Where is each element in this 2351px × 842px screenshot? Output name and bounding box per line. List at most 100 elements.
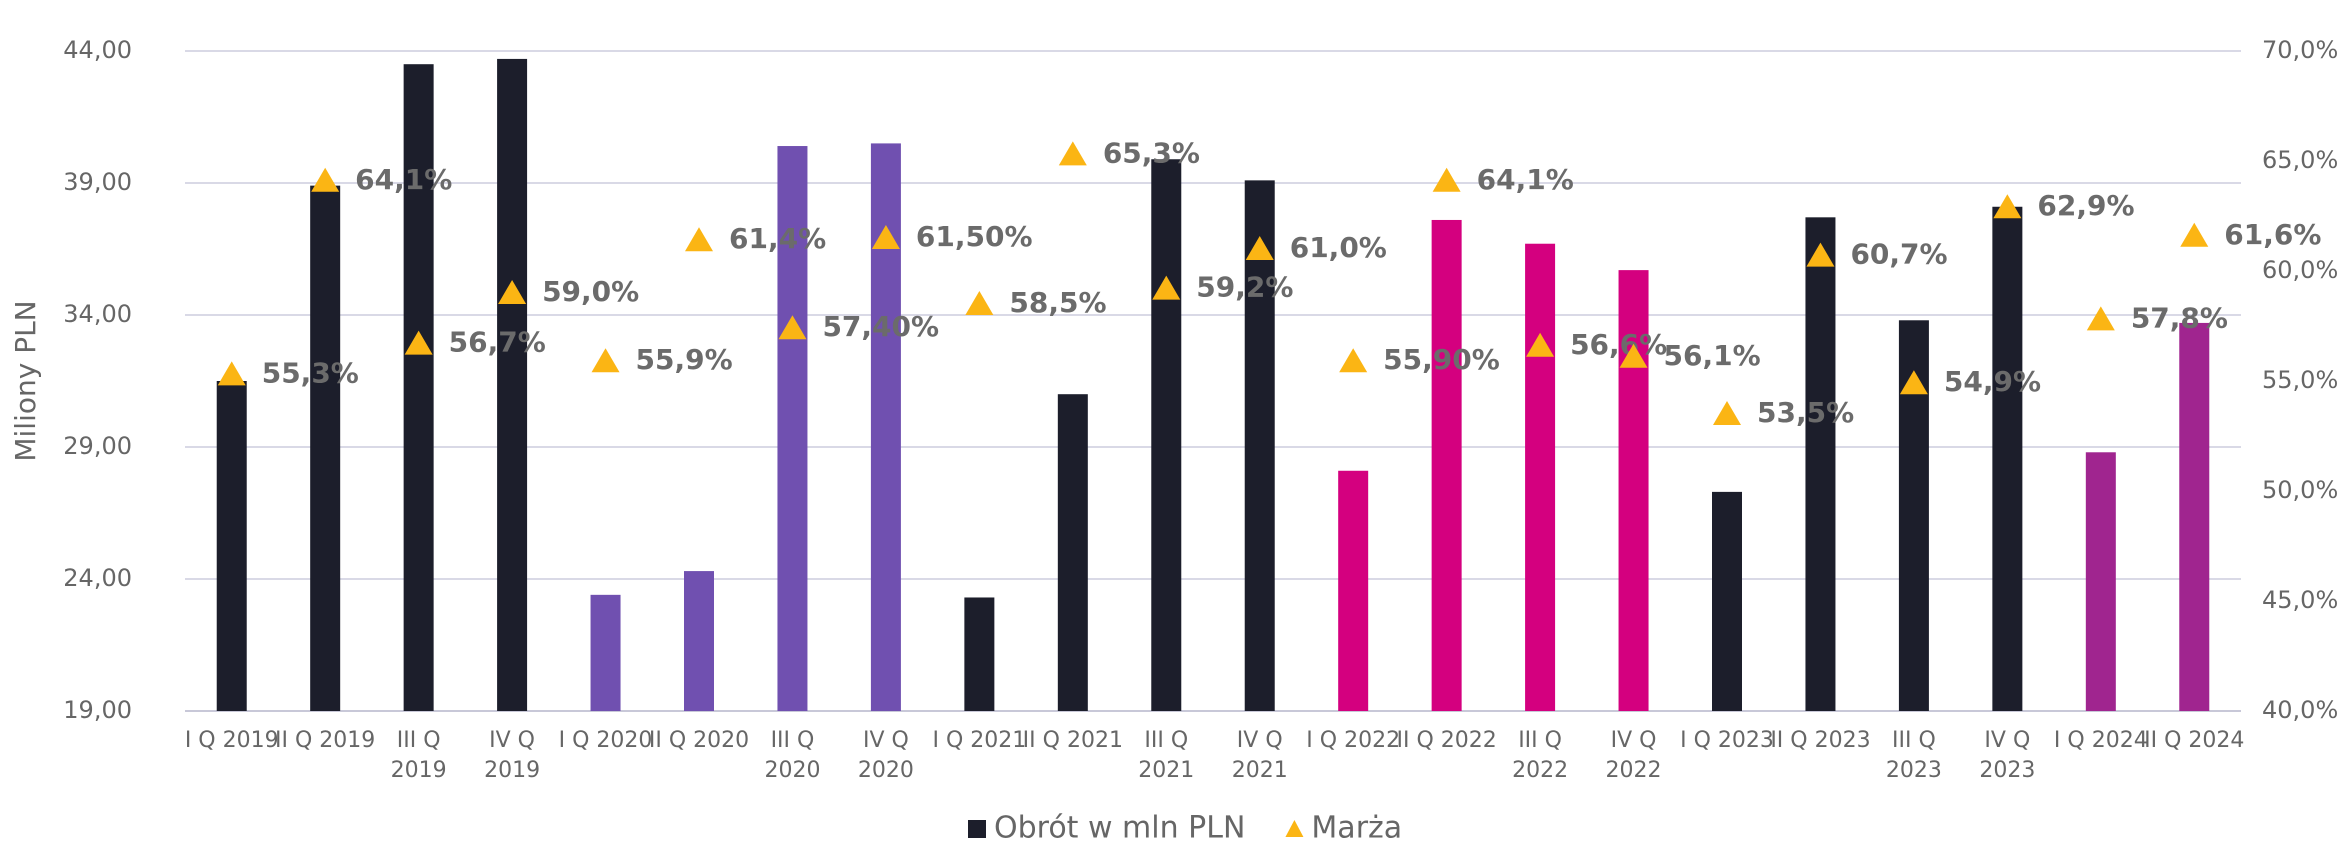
marker [404,330,433,355]
y2-tick-label: 40,0% [2262,696,2338,724]
bar [497,58,528,712]
x-tick-label: IV Q 2023 [1979,728,2036,783]
bar [964,597,995,711]
data-label: 55,3% [262,356,359,389]
data-label: 64,1% [355,163,452,196]
x-tick-label: III Q 2022 [1512,728,1569,783]
marker [778,315,807,340]
bar [1431,219,1462,711]
bar [1805,217,1836,711]
y2-tick-label: 55,0% [2262,366,2338,394]
x-tick-label: II Q 2024 [2144,728,2245,753]
x-tick-label: IV Q 2020 [857,728,914,783]
marker [498,280,527,304]
x-tick-label: III Q 2021 [1138,728,1195,783]
data-label: 58,5% [1009,286,1106,319]
data-label: 61,0% [1290,231,1387,264]
legend-swatch [968,820,986,838]
data-label: 59,2% [1196,271,1293,304]
data-label: 57,8% [2131,301,2228,334]
marker [217,361,246,386]
y2-tick-label: 45,0% [2262,586,2338,614]
data-label: 61,4% [729,222,826,255]
marker [1993,194,2022,219]
y2-tick-label: 65,0% [2262,146,2338,174]
data-label: 55,90% [1383,343,1500,376]
legend-swatch [1285,820,1304,837]
x-tick-label: I Q 2023 [1680,728,1774,753]
bar [1151,159,1182,712]
y-tick-label: 29,00 [63,432,132,460]
x-tick-label: I Q 2021 [932,728,1027,753]
x-tick-label: II Q 2021 [1022,728,1123,753]
y-tick-label: 24,00 [63,564,132,592]
marker [1058,141,1087,166]
marker [1152,275,1181,300]
data-label: 60,7% [1850,238,1947,271]
marker [1432,167,1461,192]
y-tick-label: 44,00 [63,36,132,64]
data-label: 57,40% [822,310,939,343]
data-label: 64,1% [1477,163,1574,196]
bar [310,185,341,711]
x-tick-label: I Q 2022 [1306,728,1401,753]
bar [1618,270,1649,711]
marker [685,227,713,252]
data-label: 62,9% [2037,189,2134,222]
bar [1338,470,1369,711]
x-tick-label: III Q 2020 [764,728,821,783]
x-tick-label: I Q 2024 [2053,728,2148,753]
x-tick-label: IV Q 2019 [484,728,541,783]
marker [1899,370,1928,395]
bar [2085,452,2116,711]
x-tick-label: II Q 2020 [648,728,750,753]
x-tick-label: III Q 2019 [390,728,447,783]
x-tick-label: IV Q 2021 [1231,728,1288,783]
marker [871,225,900,249]
marker [1245,236,1274,260]
data-label: 55,9% [636,343,733,376]
bar [590,594,621,711]
bar [1244,180,1275,712]
marker [1526,332,1555,357]
legend-label: Marża [1311,811,1402,842]
marker [311,167,340,192]
x-tick-label: II Q 2023 [1770,728,1871,753]
data-label: 65,3% [1103,136,1200,169]
data-label: 61,6% [2224,218,2321,251]
bar [216,381,247,711]
y2-tick-label: 60,0% [2262,256,2338,284]
y-tick-label: 39,00 [63,168,132,196]
x-tick-label: IV Q 2022 [1605,728,1662,783]
y-axis-title: Miliony PLN [9,300,42,461]
data-label: 56,7% [449,326,546,359]
x-tick-label: II Q 2019 [275,728,376,753]
marker [1339,348,1368,373]
data-label: 59,0% [542,275,639,308]
legend-label: Obrót w mln PLN [994,811,1245,842]
data-label: 56,6% [1570,328,1667,361]
y-tick-label: 34,00 [63,300,132,328]
marker [965,291,994,315]
marker [2180,222,2209,247]
data-label: 61,50% [916,220,1033,253]
marker [1713,401,1741,425]
data-label: 56,1% [1664,339,1761,372]
data-label: 53,5% [1757,396,1854,429]
bar [2179,322,2210,711]
marker [1806,242,1835,267]
x-tick-label: I Q 2020 [558,728,653,753]
marker [2086,306,2115,331]
x-tick-label: III Q 2023 [1885,728,1942,783]
x-tick-label: I Q 2019 [184,728,279,753]
bar [1992,206,2023,711]
y2-tick-label: 50,0% [2262,476,2338,504]
marker [1619,343,1648,368]
bar [403,64,434,711]
bar [1712,491,1742,711]
y2-tick-label: 70,0% [2262,36,2338,64]
data-label: 54,9% [1944,365,2041,398]
bar [1057,394,1088,711]
